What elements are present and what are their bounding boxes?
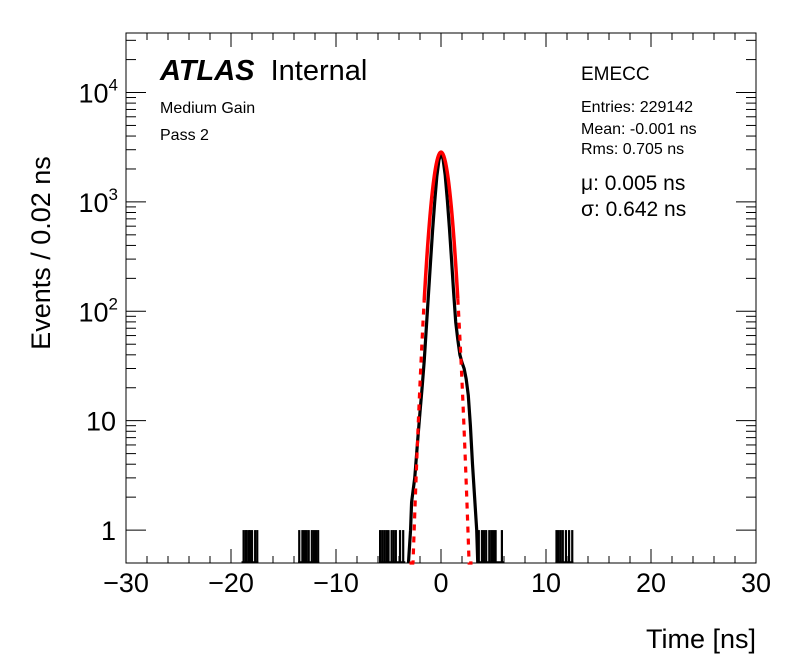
atlas-logo-text: ATLAS	[159, 55, 255, 87]
y-tick-label: 1	[101, 516, 116, 546]
y-tick-base: 10	[78, 79, 108, 109]
rms-stat: Rms: 0.705 ns	[581, 141, 684, 158]
x-tick-label: 20	[636, 568, 666, 598]
y-tick-label: 10	[86, 407, 116, 437]
y-tick-label: 103	[78, 185, 118, 218]
y-tick-label: 102	[78, 294, 118, 327]
x-tick-label: 0	[433, 568, 448, 598]
x-tick-label: −10	[313, 568, 359, 598]
x-tick-label: 30	[741, 568, 771, 598]
fit-sigma-text: σ: 0.642 ns	[581, 198, 686, 221]
y-tick-exponent: 3	[109, 185, 118, 204]
x-tick-label: 10	[531, 568, 561, 598]
y-tick-base: 10	[78, 188, 108, 218]
y-tick-label: 104	[78, 76, 118, 109]
y-tick-base: 10	[78, 297, 108, 327]
pass-label: Pass 2	[160, 127, 209, 144]
gaussian-fit-extrapolation-right	[456, 298, 473, 565]
gaussian-fit-curve	[422, 150, 460, 301]
region-label: EMECC	[581, 64, 650, 85]
atlas-label: ATLAS Internal	[159, 55, 367, 87]
x-tick-label: −20	[208, 568, 254, 598]
fit-mu-text: μ: 0.005 ns	[581, 172, 685, 195]
entries-stat: Entries: 229142	[581, 99, 693, 116]
gain-label: Medium Gain	[160, 100, 255, 117]
histogram-core	[406, 150, 480, 564]
y-tick-exponent: 4	[109, 76, 118, 95]
internal-text: Internal	[271, 55, 368, 87]
data-layer	[241, 150, 574, 565]
y-tick-exponent: 2	[109, 294, 118, 313]
y-axis-title: Events / 0.02 ns	[26, 156, 56, 350]
x-tick-label: −30	[103, 568, 149, 598]
gaussian-fit-extrapolation-left	[409, 300, 426, 565]
mean-stat: Mean: -0.001 ns	[581, 121, 697, 138]
x-axis-title: Time [ns]	[646, 624, 756, 654]
